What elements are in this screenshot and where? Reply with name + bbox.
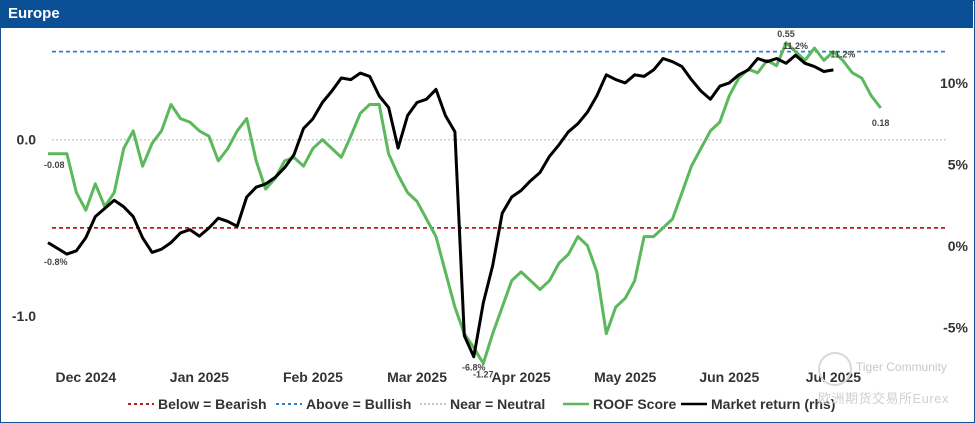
legend-label: Below = Bearish [158,396,267,412]
data-label: 11.2% [783,41,808,51]
data-label: -0.08 [44,160,65,170]
x-axis-tick-label: Mar 2025 [387,369,447,385]
data-label: -0.8% [44,257,68,267]
data-label: 0.18 [872,118,890,128]
left-axis-tick-label: -1.0 [12,308,36,324]
right-axis-tick-label: 5% [948,156,969,172]
x-axis-tick-label: Jul 2025 [806,369,861,385]
right-axis-tick-label: 0% [948,238,969,254]
x-axis-tick-label: Feb 2025 [283,369,343,385]
left-axis-tick-label: 0.0 [17,132,37,148]
x-axis-tick-label: Jan 2025 [170,369,229,385]
x-axis-tick-label: Jun 2025 [699,369,759,385]
data-label: 11.2% [830,49,855,59]
data-label: -6.8% [462,363,486,373]
legend-label: ROOF Score [593,396,676,412]
data-label: -1.27 [473,370,494,380]
market-return-line [47,53,834,359]
legend-label: Market return (rhs) [711,396,835,412]
chart-title: Europe [8,5,60,22]
x-axis-tick-label: Apr 2025 [492,369,551,385]
chart-header: Europe [0,0,973,28]
right-axis-tick-label: 10% [940,75,969,91]
legend-label: Near = Neutral [450,396,545,412]
right-axis-tick-label: -5% [943,319,968,335]
x-axis-tick-label: Dec 2024 [55,369,116,385]
legend-label: Above = Bullish [306,396,411,412]
x-axis-tick-label: May 2025 [594,369,656,385]
data-label: 0.55 [777,29,795,39]
